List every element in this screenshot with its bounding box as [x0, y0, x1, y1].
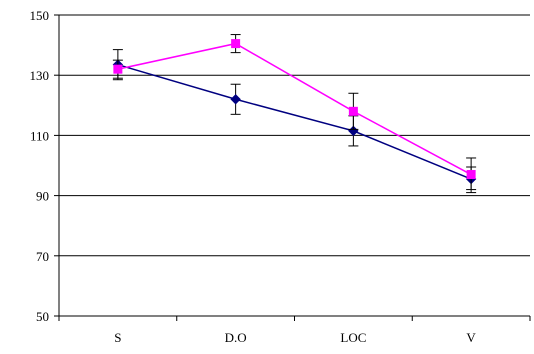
data-point — [348, 106, 358, 116]
axes — [54, 14, 531, 321]
x-tick-label: V — [466, 330, 476, 345]
series-line — [117, 42, 472, 176]
series-2 — [112, 34, 477, 191]
data-point — [113, 64, 123, 74]
data-point — [466, 170, 476, 180]
x-tick-label: D.O — [225, 330, 247, 345]
y-tick-label: 70 — [36, 249, 49, 264]
y-tick-label: 90 — [36, 189, 49, 204]
series-1 — [112, 49, 477, 194]
x-tick-label: S — [114, 330, 121, 345]
series-line — [117, 63, 472, 180]
y-tick-label: 130 — [30, 68, 50, 83]
y-tick-label: 150 — [30, 8, 50, 23]
y-tick-label: 50 — [36, 309, 49, 324]
x-tick-label: LOC — [340, 330, 366, 345]
y-tick-label: 110 — [30, 128, 49, 143]
gridlines — [59, 14, 530, 257]
data-point — [231, 39, 241, 49]
series-group — [112, 34, 477, 194]
tick-labels: 50 70 90 110 130 150 S D.O LOC V — [30, 8, 477, 345]
data-point — [230, 94, 241, 105]
